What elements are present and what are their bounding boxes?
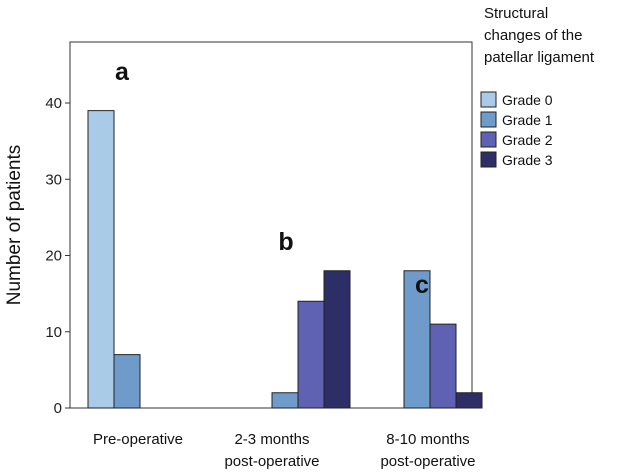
legend-label-grade-0: Grade 0 <box>502 92 553 108</box>
legend-label-grade-2: Grade 2 <box>502 132 553 148</box>
y-tick-label-10: 10 <box>45 324 62 341</box>
legend-swatch-grade-0 <box>480 91 497 108</box>
legend-title-line-2: patellar ligament <box>484 49 595 66</box>
y-tick-label-30: 30 <box>45 171 62 188</box>
plot-frame <box>69 41 473 409</box>
bar-grade-3-cat2 <box>455 392 483 409</box>
x-category-label-1-line1: post-operative <box>224 453 319 470</box>
y-tick-label-20: 20 <box>45 248 62 265</box>
legend-label-grade-3: Grade 3 <box>502 152 553 168</box>
bar-grade-2-cat2 <box>429 323 457 409</box>
annotation-a: a <box>115 58 130 86</box>
bar-grade-1-cat1 <box>271 392 299 409</box>
legend-swatch-grade-2 <box>480 131 497 148</box>
bar-grade-3-cat1 <box>323 270 351 409</box>
annotation-b: b <box>278 228 293 256</box>
legend-swatch-grade-3 <box>480 151 497 168</box>
y-tick-label-0: 0 <box>54 400 62 417</box>
x-category-label-2-line0: 8-10 months <box>386 431 469 448</box>
y-axis-label: Number of patients <box>4 145 25 306</box>
y-tick-label-40: 40 <box>45 95 62 112</box>
x-category-label-2-line1: post-operative <box>380 453 475 470</box>
bar-grade-1-cat0 <box>113 354 141 409</box>
bar-grade-2-cat1 <box>297 300 325 409</box>
annotation-c: c <box>415 271 429 299</box>
bar-grade-1-cat2 <box>403 270 431 409</box>
legend-swatch-grade-1 <box>480 111 497 128</box>
x-category-label-0-line0: Pre-operative <box>93 431 183 448</box>
legend-title-line-0: Structural <box>484 5 548 22</box>
bar-grade-0-cat0 <box>87 110 115 409</box>
x-category-label-1-line0: 2-3 months <box>234 431 309 448</box>
legend-title-line-1: changes of the <box>484 27 582 44</box>
legend-label-grade-1: Grade 1 <box>502 112 553 128</box>
